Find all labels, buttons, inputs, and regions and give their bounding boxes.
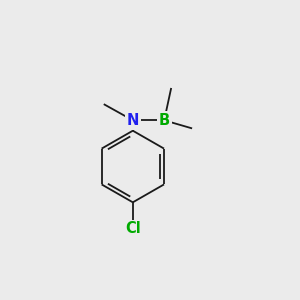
Text: N: N [127, 113, 139, 128]
Text: B: B [159, 113, 170, 128]
Text: Cl: Cl [125, 221, 141, 236]
